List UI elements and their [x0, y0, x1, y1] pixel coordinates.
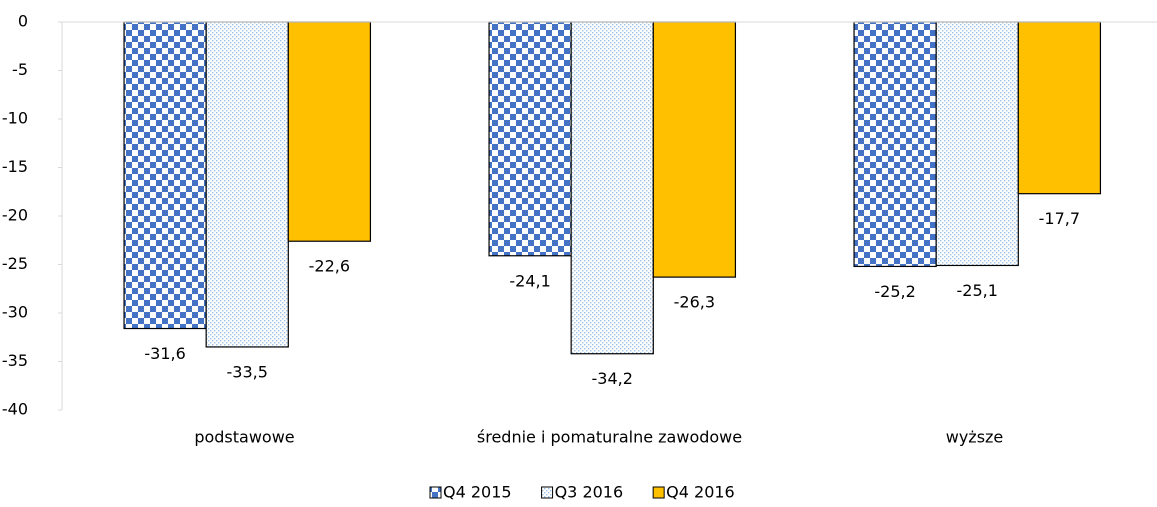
value-label: -25,1 — [957, 281, 998, 300]
bar — [488, 21, 572, 257]
legend-label: Q4 2016 — [666, 483, 735, 502]
bar — [853, 21, 937, 268]
y-tick-label: -40 — [2, 400, 28, 419]
bar — [287, 21, 372, 242]
x-tick-label: wyższe — [946, 428, 1004, 447]
y-tick-label: 0 — [18, 12, 28, 31]
value-label: -34,2 — [592, 369, 633, 388]
bar — [652, 21, 737, 278]
value-label: -17,7 — [1039, 209, 1080, 228]
bar — [123, 21, 207, 330]
y-tick-label: -25 — [2, 254, 28, 273]
y-tick-label: -30 — [2, 303, 28, 322]
value-label: -31,6 — [144, 344, 185, 363]
legend-label: Q4 2015 — [443, 483, 512, 502]
x-tick-label: średnie i pomaturalne zawodowe — [477, 428, 742, 447]
bar — [1017, 21, 1102, 195]
legend-swatch — [429, 486, 442, 499]
bar — [570, 21, 654, 355]
y-tick-label: -15 — [2, 157, 28, 176]
legend-swatch — [652, 486, 665, 499]
value-label: -25,2 — [874, 282, 915, 301]
y-tick-label: -10 — [2, 109, 28, 128]
legend-label: Q3 2016 — [555, 483, 624, 502]
y-tick-label: -5 — [12, 60, 28, 79]
legend-swatch — [541, 486, 554, 499]
bar — [935, 21, 1019, 267]
value-label: -26,3 — [674, 293, 715, 312]
value-label: -33,5 — [227, 362, 268, 381]
x-tick-label: podstawowe — [194, 428, 294, 447]
y-tick-label: -35 — [2, 351, 28, 370]
bar — [205, 21, 289, 348]
value-label: -22,6 — [309, 257, 350, 276]
y-tick-label: -20 — [2, 206, 28, 225]
value-label: -24,1 — [509, 271, 550, 290]
